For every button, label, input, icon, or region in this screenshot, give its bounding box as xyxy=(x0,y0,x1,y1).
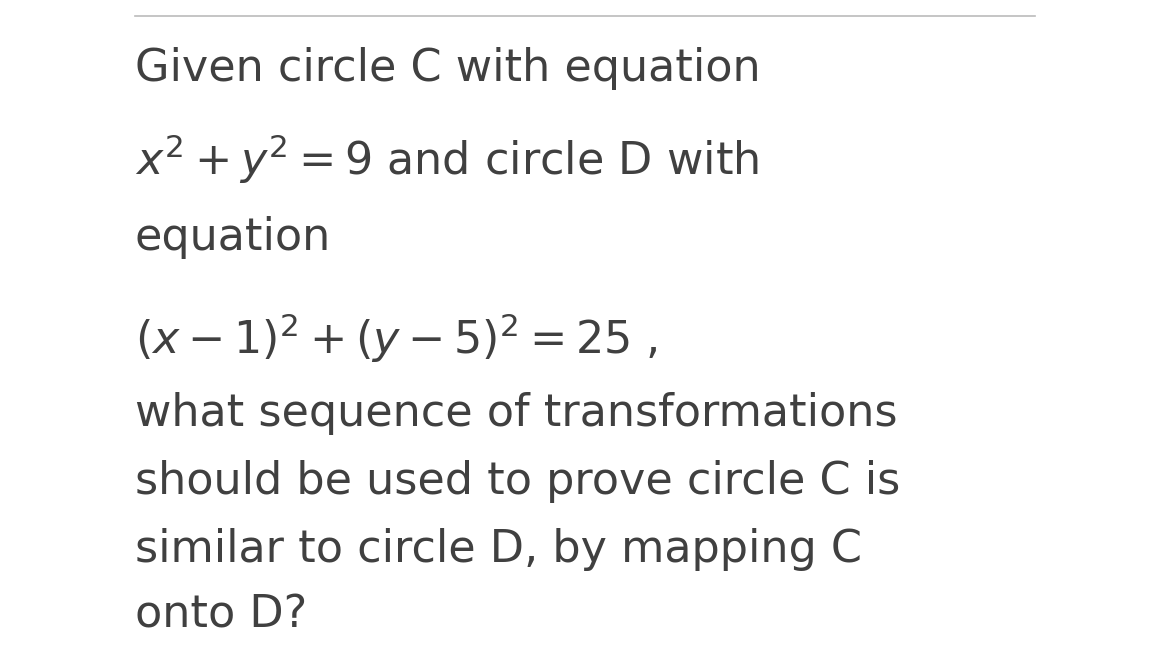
Text: equation: equation xyxy=(135,216,331,259)
Text: what sequence of transformations: what sequence of transformations xyxy=(135,392,897,435)
Text: onto D?: onto D? xyxy=(135,593,307,636)
Text: similar to circle D, by mapping C: similar to circle D, by mapping C xyxy=(135,528,861,571)
Text: $(x - 1)^2 + (y - 5)^2 = 25$ ,: $(x - 1)^2 + (y - 5)^2 = 25$ , xyxy=(135,311,658,365)
Text: Given circle C with equation: Given circle C with equation xyxy=(135,47,760,90)
Text: should be used to prove circle C is: should be used to prove circle C is xyxy=(135,460,900,503)
Text: $x^2 + y^2 = 9$ and circle D with: $x^2 + y^2 = 9$ and circle D with xyxy=(135,133,758,187)
